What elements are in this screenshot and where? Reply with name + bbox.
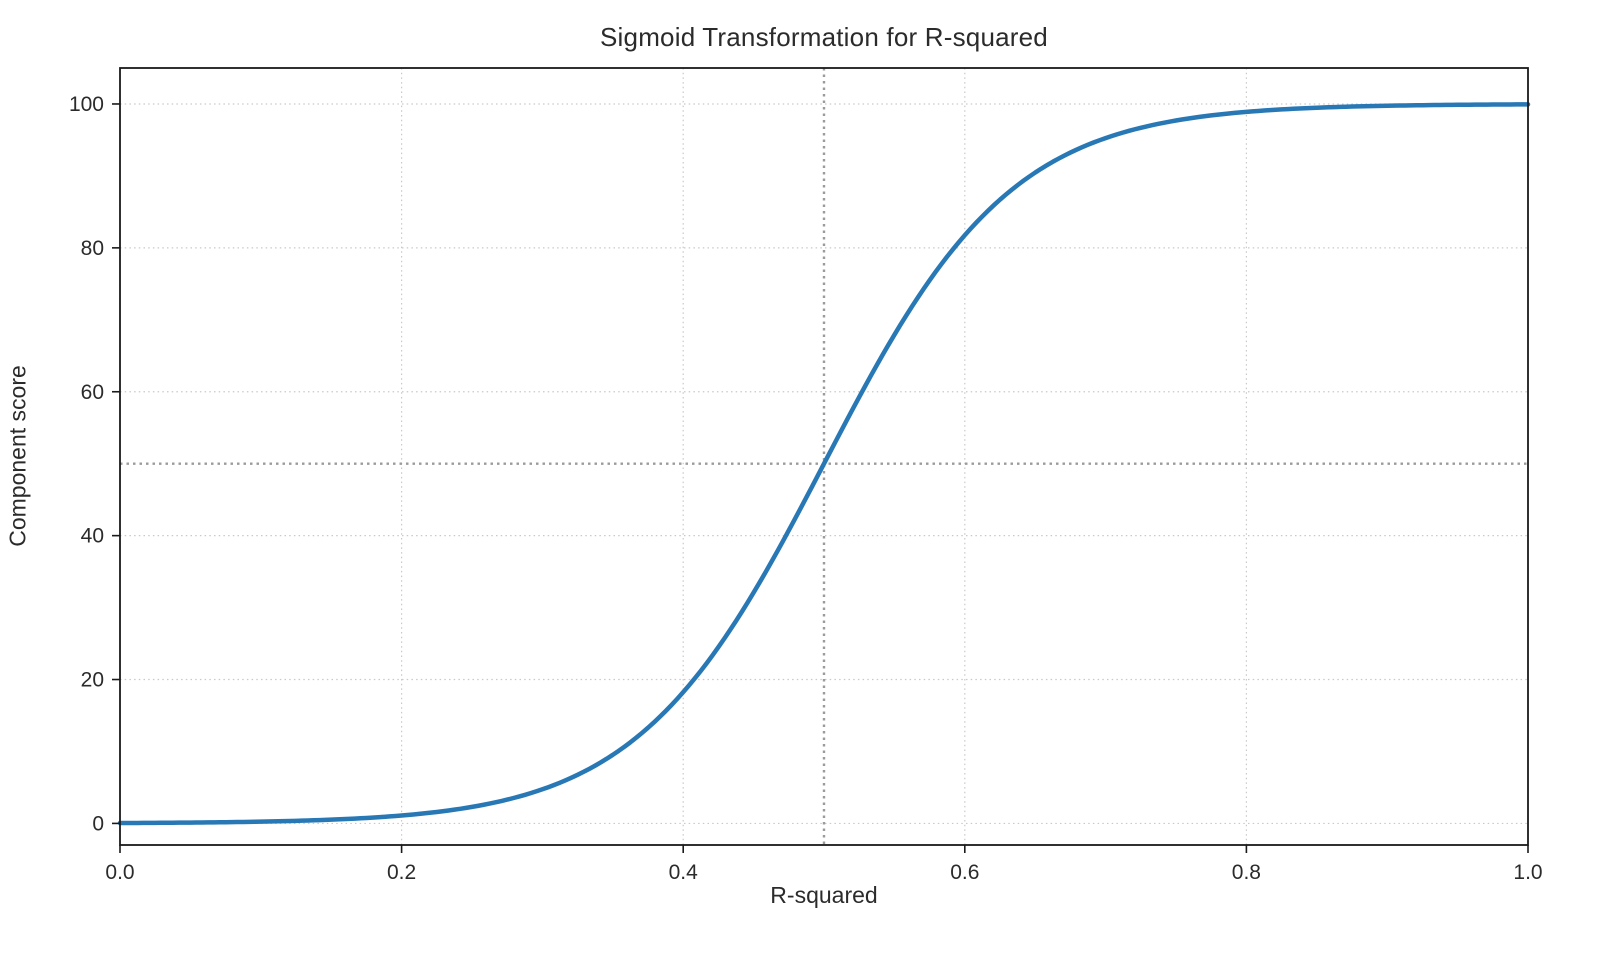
y-tick-label: 60 [81, 381, 104, 404]
y-tick-label: 40 [81, 525, 104, 548]
y-tick-label: 0 [92, 812, 104, 835]
y-axis-label: Component score [4, 365, 31, 547]
x-tick-label: 1.0 [1513, 861, 1542, 884]
x-tick-label: 0.0 [105, 861, 134, 884]
y-tick-label: 80 [81, 237, 104, 260]
x-tick-label: 0.8 [1232, 861, 1261, 884]
x-axis-label: R-squared [770, 882, 878, 908]
x-tick-label: 0.4 [669, 861, 699, 884]
x-tick-label: 0.2 [387, 861, 416, 884]
plot-border [119, 67, 1529, 846]
sigmoid-curve [117, 102, 1531, 826]
y-tick-label: 100 [69, 93, 104, 116]
y-tick-label: 20 [81, 669, 104, 692]
x-tick-label: 0.6 [950, 861, 979, 884]
chart-title: Sigmoid Transformation for R-squared [600, 22, 1048, 52]
